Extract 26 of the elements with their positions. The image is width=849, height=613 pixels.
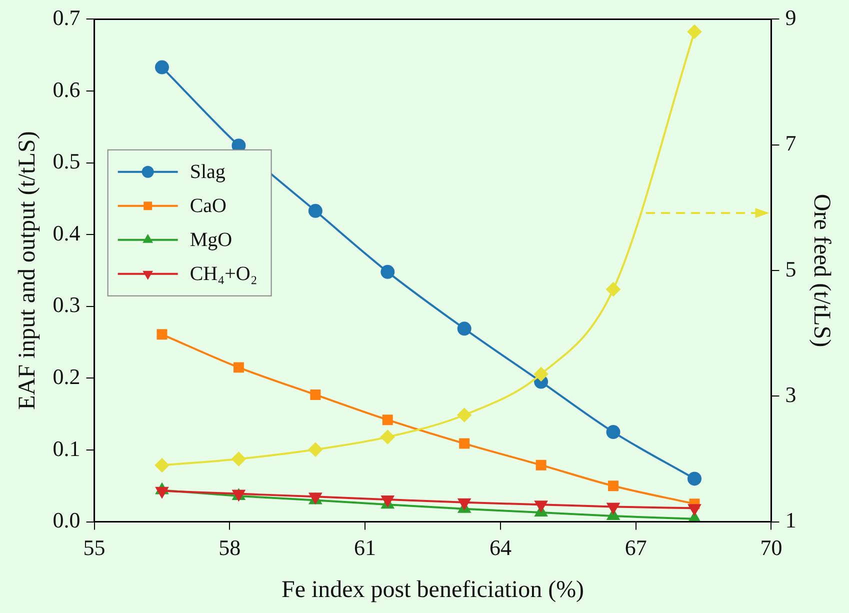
legend-label: Slag — [190, 161, 226, 184]
y-tick-label: 0.2 — [52, 364, 80, 389]
y-tick-label: 0.6 — [52, 76, 80, 102]
y2-tick-label: 7 — [785, 130, 796, 156]
legend-label: CH₄+O₂ — [190, 263, 258, 286]
legend-label: MgO — [190, 229, 232, 252]
x-tick-label: 64 — [489, 534, 512, 560]
y-tick-label: 0.0 — [52, 508, 80, 533]
x-tick-label: 55 — [83, 534, 106, 560]
x-tick-label: 58 — [218, 534, 241, 560]
x-tick-label: 67 — [624, 534, 647, 560]
y2-tick-label: 1 — [785, 508, 796, 533]
legend-label: CaO — [190, 195, 227, 218]
y-tick-label: 0.4 — [52, 220, 80, 246]
y2-tick-label: 3 — [785, 382, 796, 407]
x-axis-title: Fe index post beneficiation (%) — [281, 576, 584, 603]
x-tick-label: 70 — [760, 534, 782, 560]
y-tick-label: 0.3 — [52, 292, 80, 318]
y-tick-label: 0.7 — [52, 4, 80, 30]
y-tick-label: 0.1 — [52, 436, 80, 461]
y-axis-title: EAF input and output (t/tLS) — [14, 131, 41, 410]
y2-axis-title: Ore feed (t/tLS) — [808, 194, 834, 348]
y2-tick-label: 5 — [785, 256, 796, 282]
y2-tick-label: 9 — [785, 4, 796, 30]
x-tick-label: 61 — [354, 534, 376, 560]
y-tick-label: 0.5 — [52, 148, 80, 174]
